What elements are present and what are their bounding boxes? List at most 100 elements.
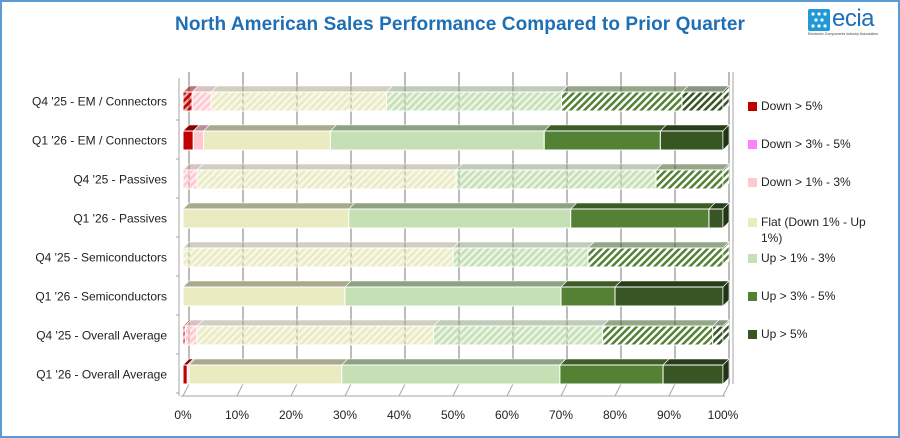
bar-segment-top xyxy=(559,358,670,366)
legend-swatch xyxy=(748,140,757,149)
legend-label: Up > 3% - 5% xyxy=(761,289,836,303)
legend-item: Up > 1% - 3% xyxy=(748,250,835,266)
bar-segment-top xyxy=(560,85,689,93)
x-tick-label: 100% xyxy=(708,408,739,422)
legend-label: Up > 1% - 3% xyxy=(761,251,836,265)
x-tick-label: 20% xyxy=(279,408,303,422)
legend-label: Down > 3% - 5% xyxy=(761,137,851,151)
bar-segment xyxy=(662,364,724,385)
floor-tick xyxy=(614,383,622,397)
bar-segment-top xyxy=(543,124,668,132)
bar-segment xyxy=(203,130,331,151)
floor-tick xyxy=(398,383,406,397)
ecia-logo-word: ecia xyxy=(832,5,875,32)
bar-segment xyxy=(659,130,724,151)
x-tick-label: 30% xyxy=(333,408,357,422)
bar-segment xyxy=(560,286,616,307)
x-tick-label: 70% xyxy=(549,408,573,422)
bar-segment-top xyxy=(385,85,569,93)
bar-segment xyxy=(602,325,714,346)
bar-segment-top xyxy=(182,280,352,288)
legend-item: Flat (Down 1% - Up 1%) xyxy=(748,214,871,246)
bar-segment xyxy=(455,169,657,190)
legend-swatch xyxy=(748,292,757,301)
bar-segment xyxy=(192,130,205,151)
legend-label: Down > 1% - 3% xyxy=(761,175,851,189)
bar-segment-top xyxy=(196,319,441,327)
bar-segment-top xyxy=(196,163,463,171)
x-tick-label: 40% xyxy=(387,408,411,422)
bar-segment xyxy=(712,325,724,346)
category-label: Q4 '25 - Semiconductors xyxy=(35,251,167,265)
ecia-logo: ecia Electronic Components Industry Asso… xyxy=(808,5,892,39)
bar-group xyxy=(182,202,730,229)
bar-segment-side xyxy=(722,358,730,385)
bar-segment-top xyxy=(569,202,716,210)
x-tick-label: 80% xyxy=(603,408,627,422)
bar-segment-top xyxy=(348,202,578,210)
bar-segment xyxy=(191,91,212,112)
bar-segment-top xyxy=(614,280,730,288)
category-label: Q4 '25 - Overall Average xyxy=(36,329,167,343)
bar-segment-side xyxy=(722,85,730,112)
bar-segment xyxy=(182,208,350,229)
bar-segment xyxy=(182,169,198,190)
category-label: Q1 '26 - EM / Connectors xyxy=(32,134,167,148)
bar-segment xyxy=(655,169,724,190)
bar-segment xyxy=(344,286,562,307)
bar-segment xyxy=(543,130,661,151)
floor-tick xyxy=(344,383,352,397)
bar-segment-top xyxy=(681,85,730,93)
bar-segment xyxy=(708,208,724,229)
bar-segment xyxy=(182,364,188,385)
legend-swatch xyxy=(748,178,757,187)
ecia-logo-subtitle: Electronic Components Industry Associati… xyxy=(808,32,879,36)
bar-segment-top xyxy=(432,319,610,327)
bar-segment xyxy=(210,91,388,112)
x-tick-label: 90% xyxy=(657,408,681,422)
category-label: Q4 '25 - Passives xyxy=(73,173,167,187)
bar-segment xyxy=(182,247,454,268)
bar-segment-side xyxy=(722,202,730,229)
category-label: Q1 '26 - Passives xyxy=(73,212,167,226)
bar-segment xyxy=(196,325,435,346)
legend-swatch xyxy=(748,218,757,227)
legend-swatch xyxy=(748,254,757,263)
floor-tick xyxy=(560,383,568,397)
bar-segment xyxy=(559,364,664,385)
floor-tick xyxy=(722,383,730,397)
bar-segment xyxy=(182,286,346,307)
legend-label: Up > 5% xyxy=(761,327,808,341)
category-label: Q1 '26 - Semiconductors xyxy=(35,290,167,304)
bar-segment-side xyxy=(722,319,730,346)
bar-segment-top xyxy=(341,358,567,366)
ecia-logo-icon xyxy=(808,9,830,31)
bar-group xyxy=(182,280,730,307)
bar-segment-top xyxy=(452,241,595,249)
bar-segment xyxy=(587,247,724,268)
x-tick-label: 10% xyxy=(225,408,249,422)
bar-segment xyxy=(188,364,343,385)
bar-group xyxy=(182,124,730,151)
legend-item: Down > 1% - 3% xyxy=(748,174,851,190)
category-label: Q4 '25 - EM / Connectors xyxy=(32,95,167,109)
bar-segment xyxy=(348,208,572,229)
bar-group xyxy=(182,241,730,268)
category-label: Q1 '26 - Overall Average xyxy=(36,368,167,382)
x-tick-label: 50% xyxy=(441,408,465,422)
bar-segment-top xyxy=(182,241,460,249)
bar-segment-top xyxy=(202,124,338,132)
bar-segment xyxy=(561,91,683,112)
bar-segment xyxy=(386,91,563,112)
bar-segment-top xyxy=(455,163,663,171)
bar-segment xyxy=(182,91,193,112)
floor-tick xyxy=(452,383,460,397)
legend-label: Flat (Down 1% - Up 1%) xyxy=(761,215,866,245)
bar-segment-top xyxy=(601,319,720,327)
bar-segment xyxy=(681,91,724,112)
legend-item: Up > 5% xyxy=(748,326,807,342)
legend-item: Up > 3% - 5% xyxy=(748,288,835,304)
bar-segment xyxy=(329,130,545,151)
bar-group xyxy=(182,358,730,385)
